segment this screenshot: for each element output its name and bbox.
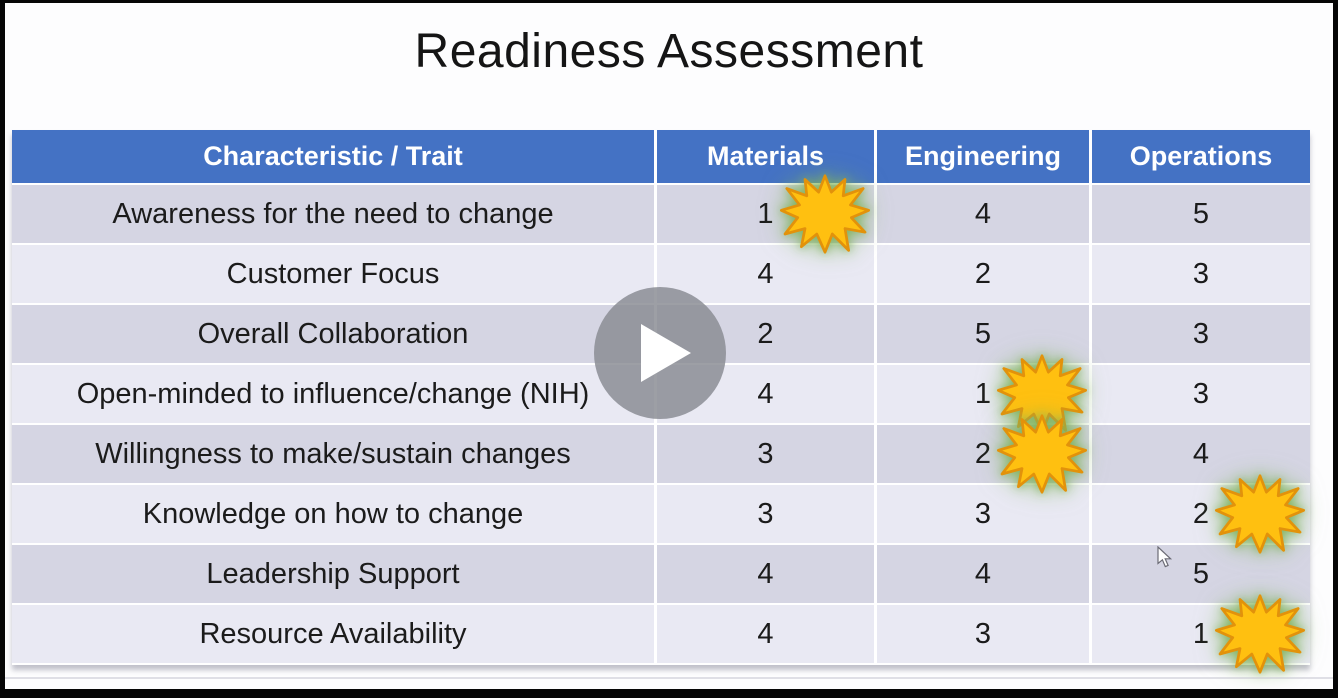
play-triangle-icon <box>641 324 691 382</box>
trait-label: Open-minded to influence/change (NIH) <box>76 377 590 410</box>
cell-value: 3 <box>1192 317 1210 350</box>
engineering-cell: 4 <box>877 545 1092 605</box>
engineering-cell: 3 <box>877 485 1092 545</box>
cell-value: 4 <box>757 617 774 650</box>
cell-value: 1 <box>757 197 774 230</box>
starburst-icon <box>997 414 1087 494</box>
trait-cell: Customer Focus <box>12 245 657 305</box>
trait-label: Awareness for the need to change <box>112 197 554 230</box>
cell-value: 2 <box>974 257 992 290</box>
operations-cell: 3 <box>1092 305 1310 365</box>
operations-cell: 5 <box>1092 545 1310 605</box>
materials-cell: 4 <box>657 245 877 305</box>
trait-cell: Leadership Support <box>12 545 657 605</box>
cell-value: 3 <box>974 617 992 650</box>
cell-value: 4 <box>1192 437 1210 470</box>
trait-cell: Willingness to make/sustain changes <box>12 425 657 485</box>
operations-cell: 5 <box>1092 185 1310 245</box>
materials-cell: 4 <box>657 605 877 665</box>
cell-value: 4 <box>757 377 774 410</box>
engineering-cell: 5 <box>877 305 1092 365</box>
materials-cell: 3 <box>657 425 877 485</box>
operations-cell: 3 <box>1092 365 1310 425</box>
starburst-icon <box>1215 594 1305 674</box>
trait-label: Leadership Support <box>206 557 460 590</box>
trait-label: Overall Collaboration <box>197 317 469 350</box>
cell-value: 4 <box>974 557 992 590</box>
slide-title: Readiness Assessment <box>414 25 924 78</box>
materials-cell: 3 <box>657 485 877 545</box>
trait-label: Knowledge on how to change <box>142 497 524 530</box>
cell-value: 3 <box>974 497 992 530</box>
materials-cell: 4 <box>657 545 877 605</box>
engineering-cell: 1 <box>877 354 1092 434</box>
cell-value: 4 <box>757 557 774 590</box>
column-header-engineering: Engineering <box>877 130 1092 185</box>
materials-cell: 1 <box>657 174 877 254</box>
engineering-cell: 2 <box>877 245 1092 305</box>
column-header-characteristic: Characteristic / Trait <box>12 130 657 185</box>
cell-value: 1 <box>1192 617 1210 650</box>
frame-border-bottom <box>0 689 1338 698</box>
operations-cell: 2 <box>1092 474 1310 554</box>
engineering-cell: 4 <box>877 185 1092 245</box>
cell-value: 4 <box>974 197 992 230</box>
starburst-icon <box>779 174 870 254</box>
trait-label: Resource Availability <box>199 617 467 650</box>
cell-value: 2 <box>1192 497 1210 530</box>
cell-value: 1 <box>974 377 992 410</box>
operations-cell: 1 <box>1092 594 1310 674</box>
cell-value: 5 <box>1192 197 1210 230</box>
frame-border-top <box>0 0 1338 3</box>
header-label: Characteristic / Trait <box>203 141 463 171</box>
cell-value: 5 <box>974 317 992 350</box>
trait-label: Willingness to make/sustain changes <box>95 437 571 470</box>
starburst-icon <box>1215 474 1305 554</box>
frame-border-right <box>1333 0 1338 698</box>
play-button[interactable] <box>594 287 726 419</box>
trait-cell: Overall Collaboration <box>12 305 657 365</box>
trait-cell: Knowledge on how to change <box>12 485 657 545</box>
trait-cell: Open-minded to influence/change (NIH) <box>12 365 657 425</box>
operations-cell: 4 <box>1092 425 1310 485</box>
starburst-icon <box>997 354 1087 434</box>
header-label: Materials <box>706 141 825 171</box>
header-label: Operations <box>1129 141 1273 171</box>
cell-value: 2 <box>757 317 774 350</box>
cell-value: 3 <box>757 437 774 470</box>
engineering-cell: 2 <box>877 414 1092 494</box>
column-header-operations: Operations <box>1092 130 1310 185</box>
slide-bottom-edge <box>5 677 1333 679</box>
column-header-materials: Materials <box>657 130 877 185</box>
engineering-cell: 3 <box>877 605 1092 665</box>
cell-value: 3 <box>1192 257 1210 290</box>
trait-cell: Resource Availability <box>12 605 657 665</box>
cell-value: 3 <box>757 497 774 530</box>
trait-label: Customer Focus <box>226 257 440 290</box>
trait-cell: Awareness for the need to change <box>12 185 657 245</box>
cell-value: 2 <box>974 437 992 470</box>
frame-border-left <box>0 0 5 698</box>
operations-cell: 3 <box>1092 245 1310 305</box>
cell-value: 3 <box>1192 377 1210 410</box>
cell-value: 5 <box>1192 557 1210 590</box>
header-label: Engineering <box>904 141 1061 171</box>
cell-value: 4 <box>757 257 774 290</box>
